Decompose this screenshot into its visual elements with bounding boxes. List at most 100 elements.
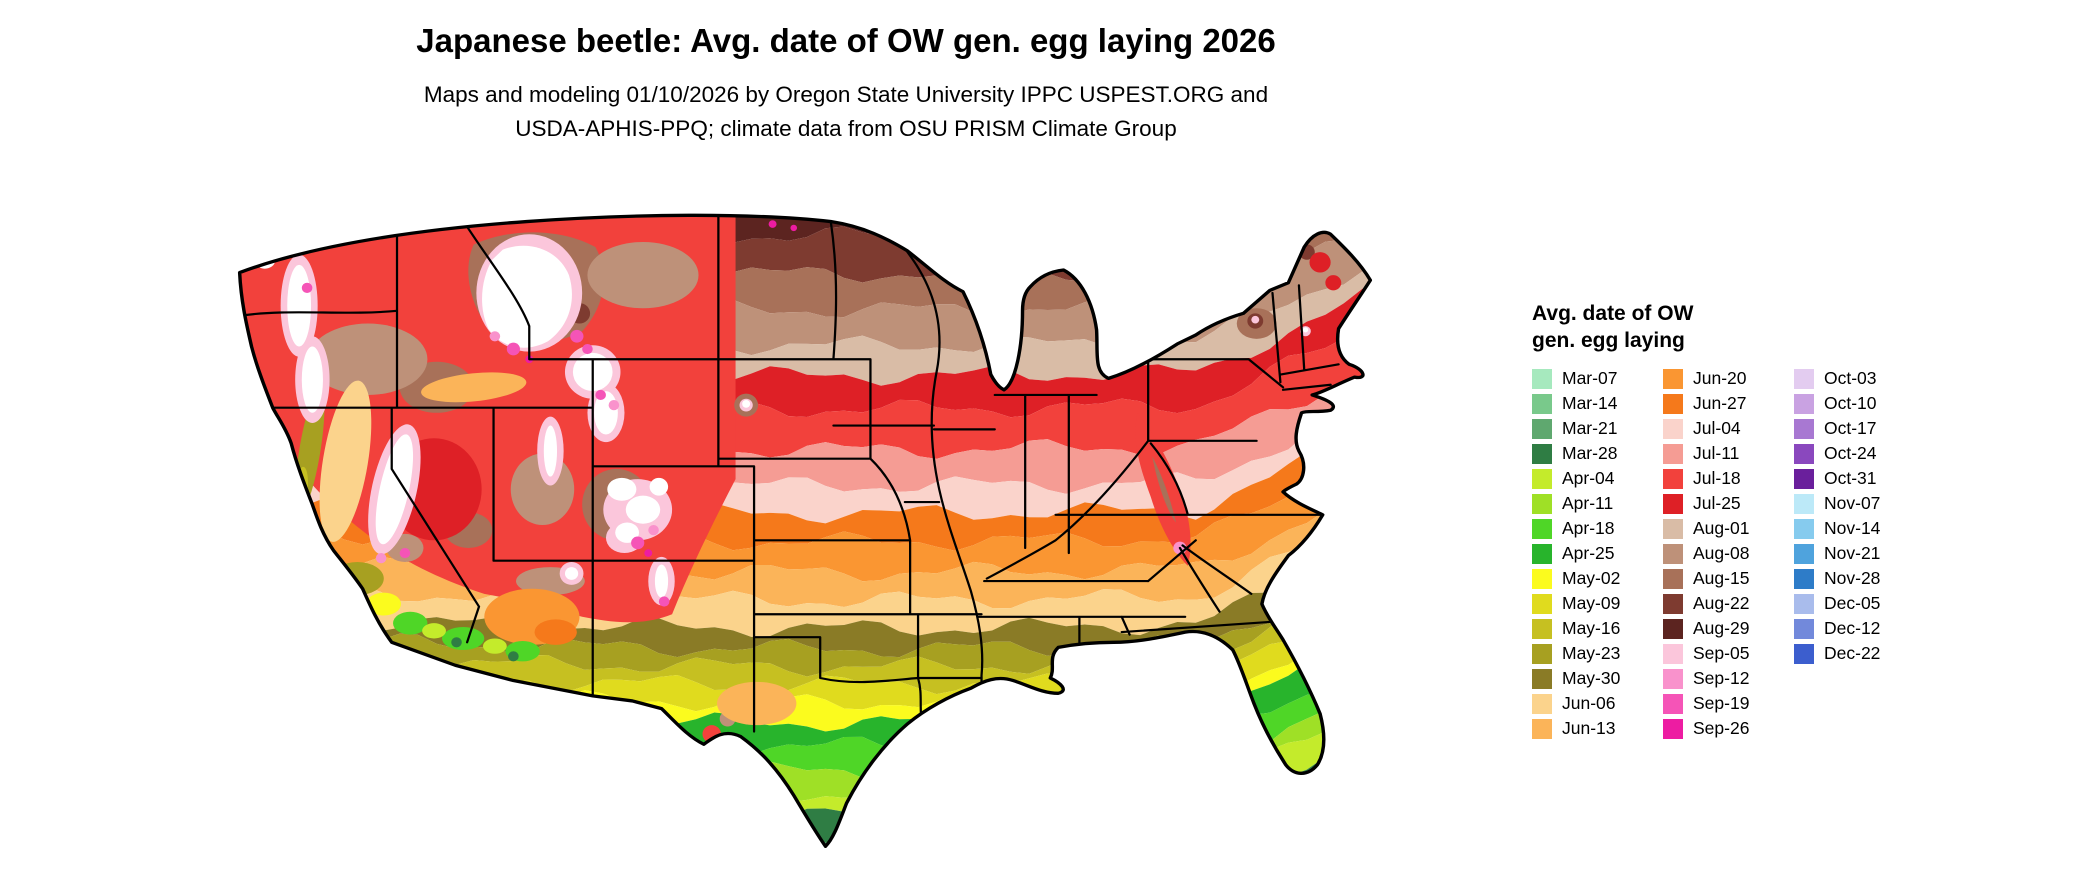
legend-label: Mar-14: [1562, 393, 1618, 414]
legend-row: Mar-07: [1532, 368, 1659, 389]
legend-label: Jun-13: [1562, 718, 1616, 739]
legend-swatch: [1532, 693, 1552, 714]
legend-label: Sep-19: [1693, 693, 1750, 714]
legend-swatch: [1794, 393, 1814, 414]
legend-row: May-02: [1532, 568, 1659, 589]
legend-swatch: [1794, 368, 1814, 389]
legend-label: Apr-11: [1562, 493, 1614, 514]
legend-swatch: [1532, 543, 1552, 564]
legend-row: Apr-04: [1532, 468, 1659, 489]
legend-column: Jun-20 Jun-27 Jul-04 Jul-11 Jul-18 Jul-25 Aug-…: [1663, 368, 1790, 744]
legend-row: May-09: [1532, 593, 1659, 614]
date-band-Jul-25: [239, 242, 1371, 418]
orange-jun27-arizona: [534, 619, 577, 645]
legend-label: Jul-25: [1693, 493, 1741, 514]
legend-swatch: [1663, 568, 1683, 589]
legend-row: Oct-17: [1794, 418, 1921, 439]
legend-label: Jun-20: [1693, 368, 1747, 389]
legend-swatch: [1794, 543, 1814, 564]
legend-label: Nov-07: [1824, 493, 1881, 514]
legend-row: Jun-27: [1663, 393, 1790, 414]
legend-row: Nov-21: [1794, 543, 1921, 564]
legend-row: Apr-25: [1532, 543, 1659, 564]
legend-row: Jun-20: [1663, 368, 1790, 389]
legend-swatch: [1532, 418, 1552, 439]
legend-swatch: [1532, 643, 1552, 664]
legend-label: May-30: [1562, 668, 1621, 689]
map-legend: Avg. date of OW gen. egg laying Mar-07 Ma…: [1532, 300, 1921, 744]
legend-label: May-23: [1562, 643, 1621, 664]
legend-row: May-30: [1532, 668, 1659, 689]
legend-row: Dec-22: [1794, 643, 1921, 664]
legend-swatch: [1663, 668, 1683, 689]
legend-swatch: [1532, 568, 1552, 589]
legend-row: Apr-18: [1532, 518, 1659, 539]
legend-title-line-1: Avg. date of OW: [1532, 302, 1694, 325]
legend-swatch: [1532, 468, 1552, 489]
legend-label: Mar-21: [1562, 418, 1618, 439]
map-fill-layers: [239, 215, 1371, 847]
legend-label: Dec-12: [1824, 618, 1881, 639]
date-band-Jun-13: [239, 433, 1371, 609]
legend-swatch: [1532, 493, 1552, 514]
darkgreen-mar28-desert: [451, 637, 519, 662]
legend-label: Oct-10: [1824, 393, 1877, 414]
legend-row: Mar-14: [1532, 393, 1659, 414]
magenta-sep19-speckles: [301, 282, 670, 607]
olive-may16-coast: [284, 466, 309, 553]
legend-label: Dec-05: [1824, 593, 1881, 614]
legend-title-line-2: gen. egg laying: [1532, 329, 1685, 353]
legend-label: Aug-22: [1693, 593, 1750, 614]
legend-swatch: [1663, 718, 1683, 739]
legend-label: Dec-22: [1824, 643, 1881, 664]
legend-swatch: [1663, 518, 1683, 539]
page-subtitle: Maps and modeling 01/10/2026 by Oregon S…: [0, 78, 1692, 146]
legend-swatch: [1794, 568, 1814, 589]
legend-label: Nov-28: [1824, 568, 1881, 589]
legend-label: Jul-04: [1693, 418, 1741, 439]
subtitle-line-2: USDA-APHIS-PPQ; climate data from OSU PR…: [515, 115, 1177, 141]
legend-label: Aug-01: [1693, 518, 1750, 539]
legend-column: Oct-03 Oct-10 Oct-17 Oct-24 Oct-31 Nov-07 Nov-…: [1794, 368, 1921, 744]
legend-swatch: [1794, 468, 1814, 489]
legend-swatch: [1794, 643, 1814, 664]
legend-row: May-23: [1532, 643, 1659, 664]
subtitle-line-1: Maps and modeling 01/10/2026 by Oregon S…: [423, 82, 1269, 107]
legend-label: Oct-03: [1824, 368, 1877, 389]
legend-swatch: [1794, 418, 1814, 439]
legend-swatch: [1532, 718, 1552, 739]
legend-row: Jun-13: [1532, 718, 1659, 739]
legend-row: Jul-18: [1663, 468, 1790, 489]
legend-row: Aug-08: [1663, 543, 1790, 564]
chartreuse-apr04-desert: [422, 623, 507, 654]
legend-row: Oct-31: [1794, 468, 1921, 489]
legend-row: Sep-26: [1663, 718, 1790, 739]
legend-swatch: [1532, 518, 1552, 539]
legend-swatch: [1663, 468, 1683, 489]
legend-swatch: [1532, 668, 1552, 689]
legend-label: Oct-24: [1824, 443, 1877, 464]
legend-row: Mar-28: [1532, 443, 1659, 464]
legend-label: Sep-26: [1693, 718, 1750, 739]
us-choropleth-map: [196, 168, 1492, 882]
legend-title: Avg. date of OW gen. egg laying: [1532, 300, 1921, 355]
legend-row: Aug-29: [1663, 618, 1790, 639]
legend-row: Sep-05: [1663, 643, 1790, 664]
legend-swatch: [1532, 618, 1552, 639]
map-canvas: [237, 213, 1373, 848]
legend-swatch: [1794, 443, 1814, 464]
legend-swatch: [1794, 518, 1814, 539]
legend-swatch: [1663, 393, 1683, 414]
legend-label: Aug-29: [1693, 618, 1750, 639]
legend-label: Jun-06: [1562, 693, 1616, 714]
legend-label: Jul-11: [1693, 443, 1740, 464]
legend-label: Apr-18: [1562, 518, 1615, 539]
legend-swatch: [1532, 393, 1552, 414]
legend-row: Nov-07: [1794, 493, 1921, 514]
legend-row: Apr-11: [1532, 493, 1659, 514]
us-coastline-outline: [237, 213, 1373, 848]
central-valley-jun06: [319, 380, 372, 542]
legend-swatch: [1663, 643, 1683, 664]
legend-swatch: [1663, 618, 1683, 639]
legend-row: Sep-19: [1663, 693, 1790, 714]
